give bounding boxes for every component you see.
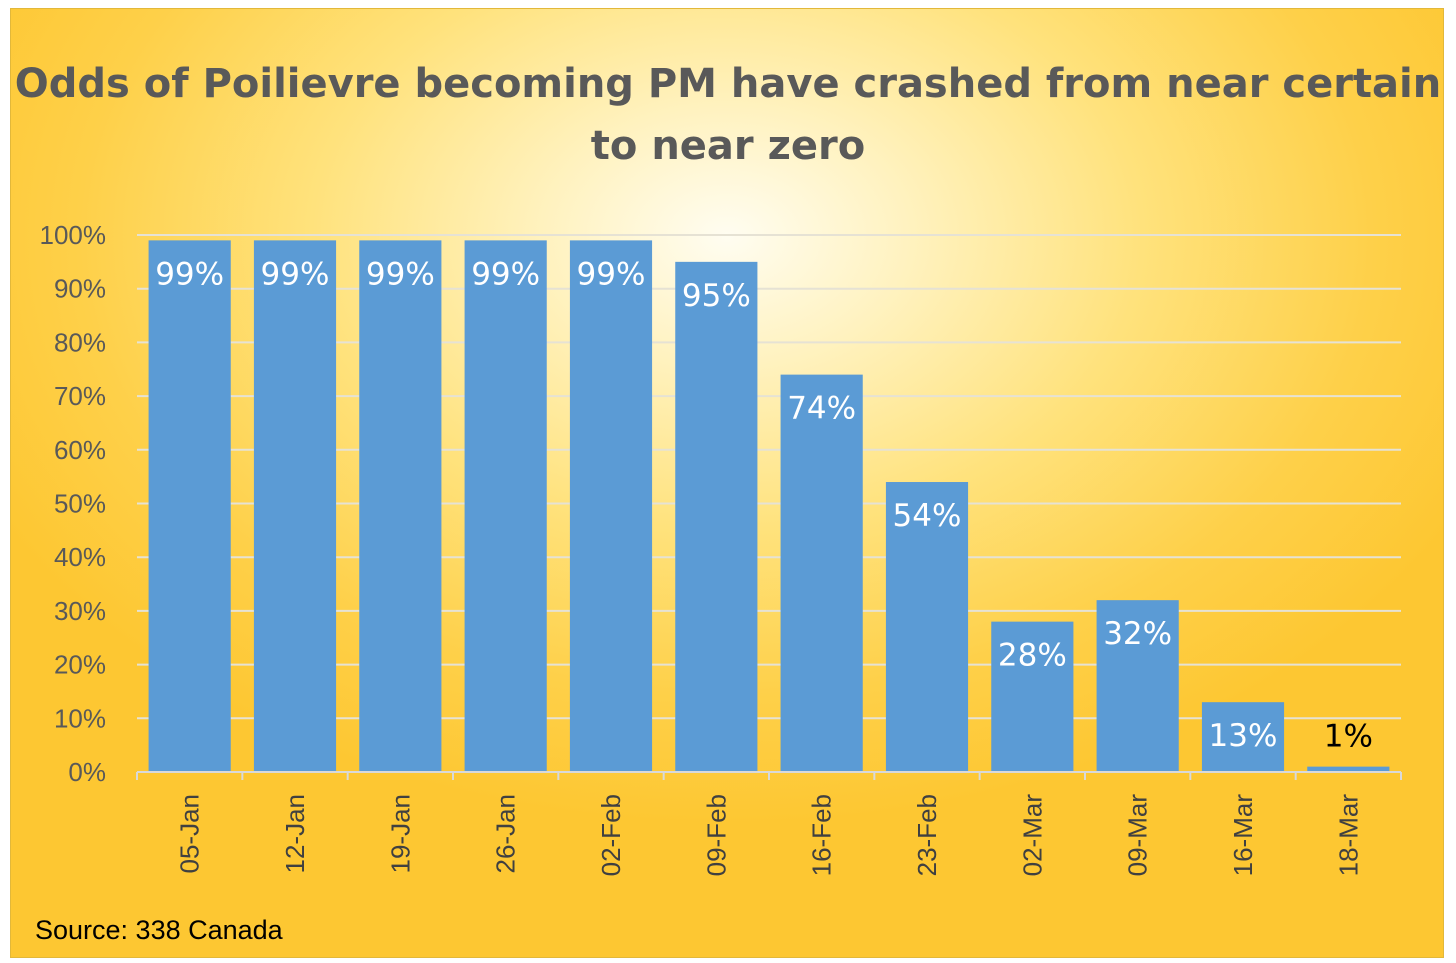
- y-tick-label: 0%: [68, 757, 106, 787]
- x-tick-label: 18-Mar: [1333, 794, 1363, 877]
- y-axis-ticks: 0% 10% 20% 30% 40% 50% 60% 70% 80% 90% 100%: [40, 220, 107, 787]
- y-tick-label: 50%: [54, 489, 106, 519]
- x-tick-label: 02-Mar: [1017, 794, 1047, 877]
- bar-05-Jan: [148, 240, 231, 772]
- bar-16-Mar: [1201, 702, 1285, 772]
- x-axis-ticks: 05-Jan 12-Jan 19-Jan 26-Jan 02-Feb 09-Feb 16-F…: [175, 794, 1364, 877]
- data-label: 13%: [1209, 718, 1278, 754]
- bar-26-Jan: [464, 240, 547, 772]
- data-labels: 99% 99% 99% 99% 99% 95% 74% 54% 28% 32% 13% 1%: [155, 256, 1373, 754]
- bar-19-Jan: [359, 240, 442, 772]
- x-tick-label: 09-Feb: [701, 794, 731, 876]
- data-label: 74%: [787, 391, 856, 427]
- x-tick-label: 16-Mar: [1228, 794, 1258, 877]
- bar-chart: 0% 10% 20% 30% 40% 50% 60% 70% 80% 90% 100% 05-Jan…: [40, 220, 1402, 877]
- data-label: 99%: [261, 256, 330, 292]
- y-tick-label: 30%: [54, 596, 106, 626]
- chart-title: Odds of Poilievre becoming PM have crash…: [14, 61, 1442, 169]
- x-tick-label: 02-Feb: [596, 794, 626, 876]
- bar-09-Feb: [675, 261, 758, 772]
- bar-02-Feb: [569, 240, 653, 772]
- x-tick-label: 12-Jan: [280, 794, 310, 874]
- y-tick-label: 100%: [40, 220, 107, 250]
- bar-23-Feb: [885, 482, 969, 772]
- y-tick-label: 60%: [54, 435, 106, 465]
- y-tick-label: 80%: [54, 327, 106, 357]
- y-tick-label: 90%: [54, 274, 106, 304]
- bar-12-Jan: [253, 240, 337, 772]
- data-label: 99%: [471, 256, 540, 292]
- data-label: 99%: [366, 256, 435, 292]
- y-tick-label: 10%: [54, 703, 106, 733]
- axes: [136, 771, 1402, 780]
- gridlines: [137, 234, 1401, 720]
- x-tick-label: 19-Jan: [385, 794, 415, 874]
- x-tick-label: 16-Feb: [807, 794, 837, 876]
- bar-09-Mar: [1096, 600, 1179, 772]
- bar-16-Feb: [780, 374, 863, 772]
- x-tick-label: 26-Jan: [491, 794, 521, 874]
- bar-02-Mar: [991, 621, 1074, 772]
- data-label: 99%: [155, 256, 224, 292]
- x-tick-label: 09-Mar: [1123, 794, 1153, 877]
- chart-card: Odds of Poilievre becoming PM have crash…: [10, 8, 1444, 958]
- x-tick-label: 05-Jan: [175, 794, 205, 874]
- data-label: 95%: [682, 278, 751, 314]
- data-label: 54%: [893, 498, 962, 534]
- source-note: Source: 338 Canada: [35, 915, 283, 945]
- data-label: 1%: [1324, 719, 1373, 755]
- data-label: 99%: [577, 256, 646, 292]
- y-tick-label: 70%: [54, 381, 106, 411]
- x-tick-label: 23-Feb: [912, 794, 942, 876]
- y-tick-label: 20%: [54, 650, 106, 680]
- data-label: 32%: [1103, 616, 1172, 652]
- bars: [148, 240, 1390, 772]
- data-label: 28%: [998, 638, 1067, 674]
- y-tick-label: 40%: [54, 542, 106, 572]
- bar-18-Mar: [1307, 766, 1390, 772]
